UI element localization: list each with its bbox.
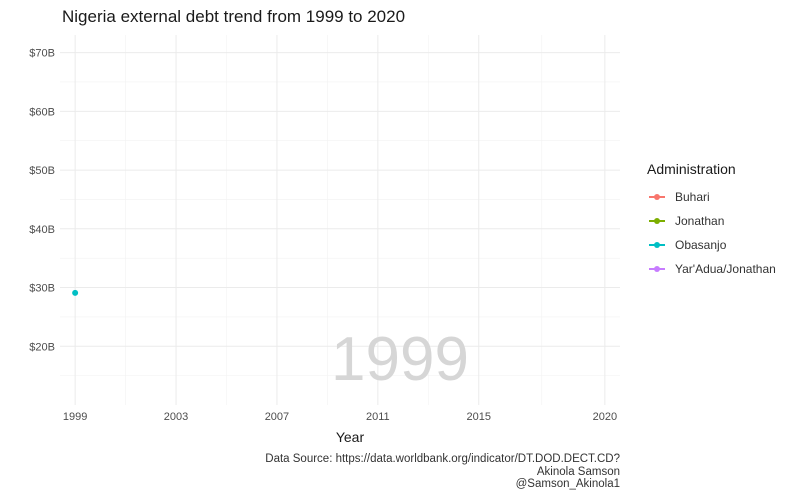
data-point-obasanjo [72, 289, 79, 296]
legend-item: Yar'Adua/Jonathan [647, 257, 797, 281]
x-tick-label: 2003 [164, 411, 188, 423]
x-tick-label: 2020 [593, 411, 617, 423]
caption: Data Source: https://data.worldbank.org/… [265, 453, 620, 491]
y-tick-label: $50B [29, 165, 55, 177]
x-tick-label: 1999 [63, 411, 87, 423]
caption-handle: @Samson_Akinola1 [515, 478, 620, 490]
legend-key-dot [654, 194, 660, 200]
legend-key [647, 187, 667, 207]
chart-title: Nigeria external debt trend from 1999 to… [62, 7, 406, 26]
legend-item: Obasanjo [647, 233, 797, 257]
legend-key [647, 235, 667, 255]
legend-key [647, 211, 667, 231]
legend-title: Administration [647, 161, 736, 177]
legend-key-dot [654, 266, 660, 272]
caption-author: Akinola Samson [536, 465, 620, 478]
legend-label: Yar'Adua/Jonathan [675, 262, 776, 276]
legend-item: Buhari [647, 185, 797, 209]
legend-key-dot [654, 242, 660, 248]
legend: Administration Buhari Jonathan Obasanjo Yar… [647, 161, 797, 281]
year-annotation: 1999 [331, 325, 469, 394]
y-tick-label: $20B [29, 341, 55, 353]
legend-items: Buhari Jonathan Obasanjo Yar'Adua/Jonathan [647, 185, 797, 281]
legend-label: Obasanjo [675, 238, 727, 252]
legend-key [647, 259, 667, 279]
x-tick-label: 2007 [265, 411, 289, 423]
legend-item: Jonathan [647, 209, 797, 233]
y-tick-label: $60B [29, 106, 55, 118]
caption-source: Data Source: https://data.worldbank.org/… [265, 453, 620, 465]
y-tick-label: $40B [29, 224, 55, 236]
y-tick-label: $30B [29, 283, 55, 295]
x-axis-label: Year [336, 429, 365, 445]
x-tick-label: 2015 [466, 411, 490, 423]
x-tick-label: 2011 [366, 411, 390, 423]
legend-label: Jonathan [675, 214, 725, 228]
legend-label: Buhari [675, 190, 710, 204]
y-tick-label: $70B [29, 48, 55, 60]
legend-key-dot [654, 218, 660, 224]
